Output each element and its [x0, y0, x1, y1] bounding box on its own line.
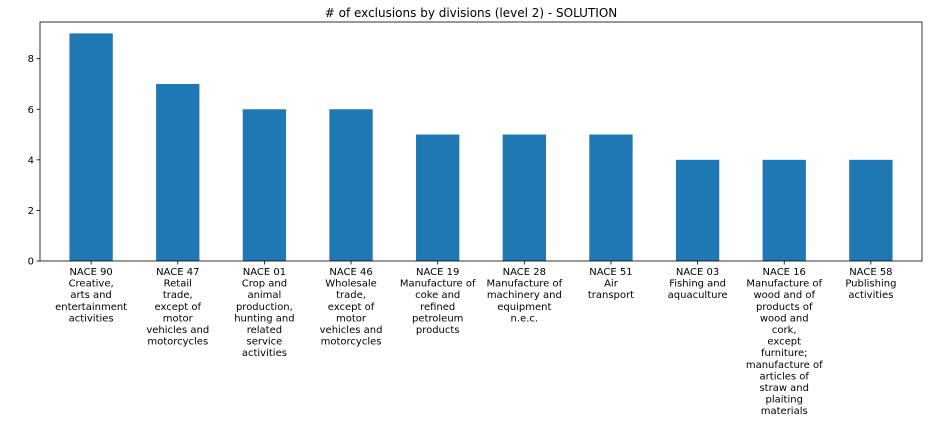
y-tick-label-4: 4 [28, 155, 34, 166]
x-tick-label-10: NACE 58 Publishing activities [845, 267, 896, 301]
x-tick-label-4: NACE 46 Wholesale trade, except of motor vehi… [320, 267, 383, 348]
bar-4 [329, 109, 373, 261]
bar-6 [502, 134, 546, 261]
bar-10 [849, 159, 893, 261]
x-tick-label-5: NACE 19 Manufacture of coke and refined petr… [400, 267, 476, 336]
x-tick-label-3: NACE 01 Crop and animal production, hunting … [234, 267, 294, 359]
y-tick-label-6: 6 [28, 105, 34, 116]
x-tick-label-9: NACE 16 Manufacture of wood and of products… [746, 267, 823, 417]
x-axis: NACE 90 Creative, arts and entertainment act… [55, 261, 896, 417]
bar-8 [675, 159, 720, 261]
bars-group [69, 33, 893, 262]
bar-5 [416, 134, 460, 261]
x-tick-label-7: NACE 51 Air transport [588, 267, 634, 301]
x-tick-label-8: NACE 03 Fishing and aquaculture [668, 267, 728, 301]
y-tick-label-2: 2 [28, 206, 34, 217]
y-tick-label-0: 0 [28, 257, 34, 268]
x-tick-label-6: NACE 28 Manufacture of machinery and equipm… [486, 267, 562, 324]
bar-3 [242, 109, 287, 261]
y-tick-label-8: 8 [28, 54, 34, 65]
x-tick-label-1: NACE 90 Creative, arts and entertainment act… [55, 267, 127, 324]
bar-7 [589, 134, 633, 261]
plot-frame [39, 21, 923, 262]
bar-2 [156, 83, 200, 262]
bar-9 [762, 159, 806, 261]
x-tick-label-2: NACE 47 Retail trade, except of motor vehicle… [146, 267, 209, 348]
bar-1 [69, 33, 113, 261]
y-axis: 0 2 4 6 8 [28, 54, 40, 268]
chart-title: # of exclusions by divisions (level 2) -… [325, 6, 618, 20]
